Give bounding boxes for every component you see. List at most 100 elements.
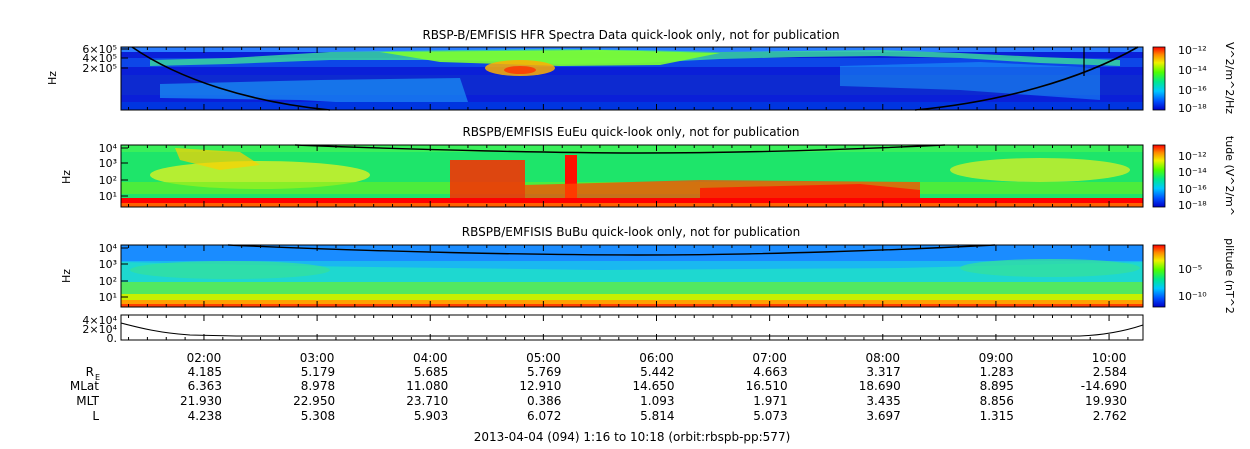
ephem-value: 5.442 [640,365,674,379]
panel2-ytick-label: 10³ [99,157,117,170]
ephem-row-label-mlt: MLT [76,394,99,408]
ephem-value: 12.910 [519,379,561,393]
colorbar1-label: V^2/m^2/Hz [1223,42,1236,114]
panel3-yticks: 10⁴ 10³ 10² 10¹ [99,242,128,304]
x-tick-label: 03:00 [300,351,335,365]
panel3-boundary-curve [227,244,996,256]
x-tick-label: 10:00 [1092,351,1127,365]
ephem-value: 3.697 [866,409,900,423]
panel4-ytick-label: 2×10⁴ [82,323,117,336]
colorbar1-tick-label: 10⁻¹⁴ [1178,64,1207,77]
ephem-value: 1.971 [753,394,787,408]
x-axis-ticks: 02:00 03:00 04:00 05:00 06:00 07:00 08:00 09:00… [128,47,1129,365]
panel1-ylabel: Hz [46,71,59,85]
panel1-colorbar: 10⁻¹² 10⁻¹⁴ 10⁻¹⁶ 10⁻¹⁸ V^2/m^2/Hz [1152,42,1236,115]
ephem-value: 23.710 [406,394,448,408]
colorbar3-tick-label: 10⁻⁵ [1178,263,1202,276]
colorbar2-label: tude (V^2/m^ [1223,136,1236,216]
ephem-value: 21.930 [180,394,222,408]
colorbar1-tick-label: 10⁻¹⁸ [1178,102,1207,115]
ephem-value: 1.093 [640,394,674,408]
ephem-value: 1.283 [980,365,1014,379]
panel4-yticks: 4×10⁴ 2×10⁴ 0. [82,314,117,345]
panel1-ytick-label: 2×10⁵ [82,62,117,75]
ephem-value: 6.072 [527,409,561,423]
ephem-value: 4.185 [188,365,222,379]
x-tick-label: 08:00 [865,351,900,365]
colorbar1-tick-label: 10⁻¹⁶ [1178,84,1207,97]
panel2-ylabel: Hz [60,170,73,184]
ephem-value: 19.930 [1085,394,1127,408]
colorbar2-tick-label: 10⁻¹⁸ [1178,199,1207,212]
x-tick-label: 04:00 [413,351,448,365]
panel3-colorbar: 10⁻⁵ 10⁻¹⁰ plitude (nT^2 [1152,238,1236,314]
panel2-ytick-label: 10⁴ [99,142,118,155]
ephem-value: 2.584 [1093,365,1127,379]
ephem-value: 18.690 [859,379,901,393]
ephem-value: 3.317 [866,365,900,379]
ephem-value: 11.080 [406,379,448,393]
ephem-value: 2.762 [1093,409,1127,423]
ephem-value: 5.814 [640,409,674,423]
ephem-value: 4.663 [753,365,787,379]
ephem-value: 14.650 [633,379,675,393]
panel3-ytick-label: 10⁴ [99,242,118,255]
panel1-ytick-label: 4×10⁵ [82,52,117,65]
panel4-ytick-label: 0. [107,332,118,345]
ephem-value: 5.685 [414,365,448,379]
ephem-value: 4.238 [188,409,222,423]
x-tick-label: 06:00 [639,351,674,365]
panel2-plot-area [120,144,1144,208]
panel4-plot-area [120,314,1144,341]
footer-caption: 2013-04-04 (094) 1:16 to 10:18 (orbit:rb… [474,430,791,444]
panel3-ytick-label: 10³ [99,258,117,271]
ephem-value: 0.386 [527,394,561,408]
colorbar1-tick-label: 10⁻¹² [1178,44,1207,57]
colorbar3-label: plitude (nT^2 [1223,238,1236,314]
x-tick-label: 07:00 [752,351,787,365]
x-tick-label: 09:00 [979,351,1014,365]
panel1-title: RBSP-B/EMFISIS HFR Spectra Data quick-lo… [422,28,839,42]
ephem-value: 8.895 [980,379,1014,393]
panel3-plot-area [120,244,1144,308]
ephem-value: 5.903 [414,409,448,423]
panel3-ytick-label: 10² [99,275,117,288]
ephem-value: -14.690 [1081,379,1127,393]
panel3-ytick-label: 10¹ [99,291,117,304]
panel3-ylabel: Hz [60,269,73,283]
ephem-value: 3.435 [866,394,900,408]
panel3-title: RBSPB/EMFISIS BuBu quick-look only, not … [462,225,800,239]
panel1-boundary-curve [131,46,1139,111]
ephemeris-table: R E MLat MLT L 4.185 5.179 5.685 5.769 5.442… [70,365,1127,423]
x-tick-label: 02:00 [187,351,222,365]
colorbar2-tick-label: 10⁻¹⁴ [1178,166,1207,179]
ephem-row-label-l: L [92,409,99,423]
ephem-value: 22.950 [293,394,335,408]
ephem-value: 5.073 [753,409,787,423]
ephem-value: 6.363 [188,379,222,393]
ephem-row-label-mlat: MLat [70,379,99,393]
panel1-yticks: 6×10⁵ 4×10⁵ 2×10⁵ [82,43,128,75]
colorbar2-tick-label: 10⁻¹⁶ [1178,183,1207,196]
ephem-value: 8.856 [980,394,1014,408]
panel2-yticks: 10⁴ 10³ 10² 10¹ [99,142,128,203]
ephem-value: 5.308 [301,409,335,423]
ephem-value: 5.769 [527,365,561,379]
panel2-title: RBSPB/EMFISIS EuEu quick-look only, not … [462,125,799,139]
ephem-value: 5.179 [301,365,335,379]
panel2-ytick-label: 10² [99,174,117,187]
panel2-ytick-label: 10¹ [99,190,117,203]
panel4-ytick-label: 4×10⁴ [82,314,117,327]
colorbar2-tick-label: 10⁻¹² [1178,150,1207,163]
colorbar3-tick-label: 10⁻¹⁰ [1178,290,1207,303]
panel2-colorbar: 10⁻¹² 10⁻¹⁴ 10⁻¹⁶ 10⁻¹⁸ tude (V^2/m^ [1152,136,1236,216]
panel1-ytick-label: 6×10⁵ [82,43,117,56]
ephem-value: 16.510 [746,379,788,393]
ephem-row-label-re: R [86,365,94,379]
ephem-row-label-re-subscript: E [95,373,100,382]
ephem-value: 1.315 [980,409,1014,423]
panel2-boundary-curve [294,144,946,154]
panel1-plot-area [120,46,1144,111]
ephem-value: 8.978 [301,379,335,393]
